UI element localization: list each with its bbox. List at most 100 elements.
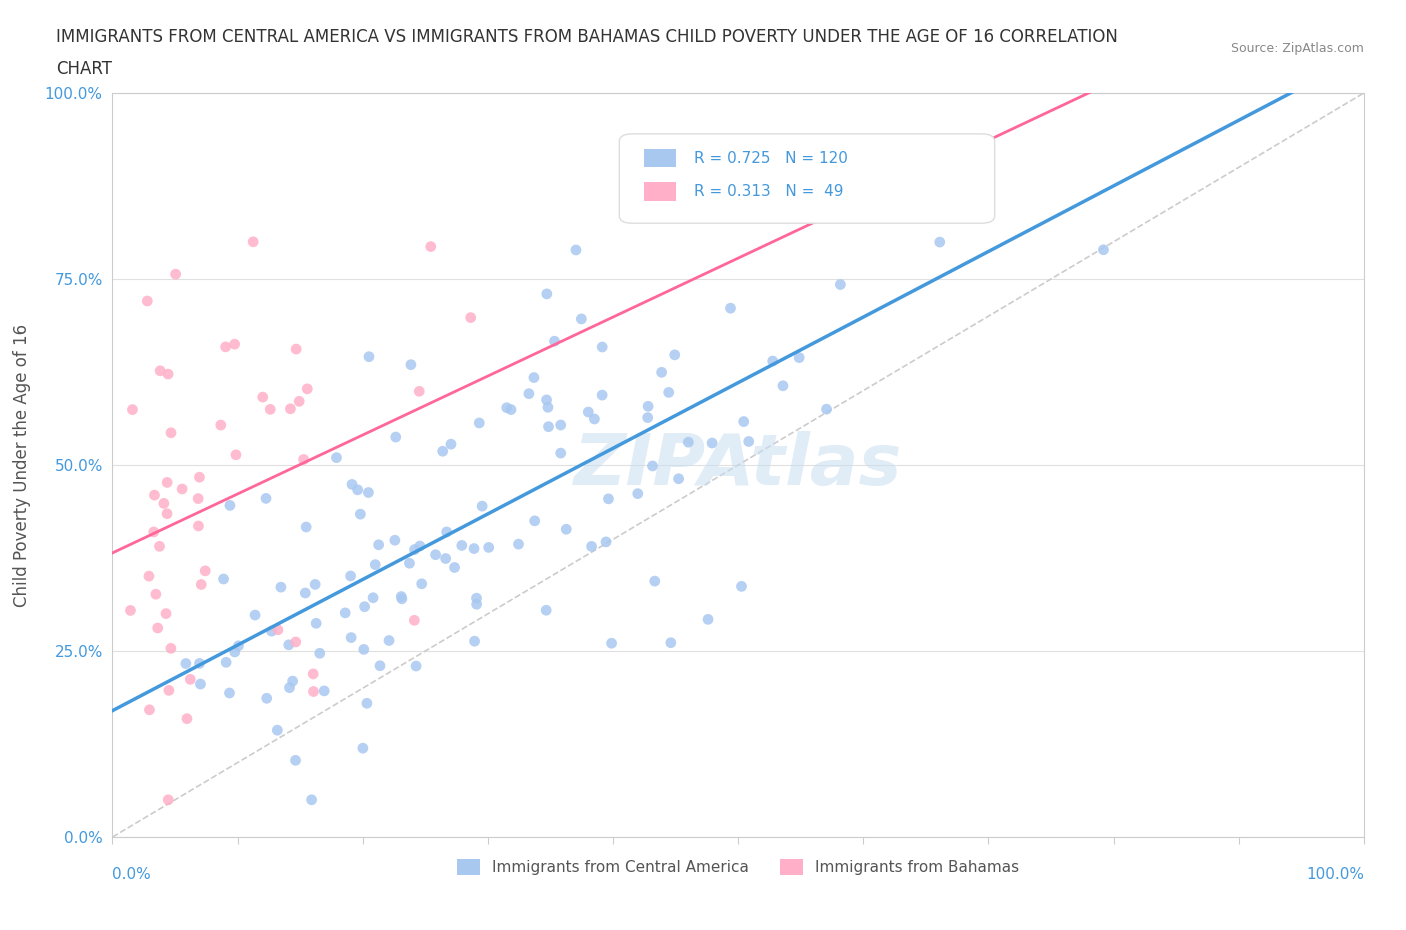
Point — [641, 458, 664, 473]
Point — [384, 533, 406, 548]
Legend: Immigrants from Central America, Immigrants from Bahamas: Immigrants from Central America, Immigra… — [451, 853, 1025, 882]
Point — [179, 671, 201, 686]
Point — [194, 564, 217, 578]
Text: 100.0%: 100.0% — [1306, 867, 1364, 882]
Point — [478, 540, 501, 555]
Point — [224, 644, 246, 659]
Point — [856, 168, 879, 183]
Point — [353, 599, 375, 614]
Point — [188, 470, 211, 485]
Point — [738, 434, 761, 449]
Point — [517, 386, 540, 401]
Y-axis label: Child Poverty Under the Age of 16: Child Poverty Under the Age of 16 — [13, 324, 31, 606]
Point — [408, 384, 430, 399]
Point — [720, 300, 742, 315]
Point — [536, 286, 558, 301]
Point — [157, 366, 180, 381]
Point — [378, 633, 401, 648]
Point — [225, 447, 247, 462]
Point — [340, 631, 363, 645]
Point — [440, 437, 463, 452]
Point — [153, 496, 176, 511]
Text: IMMIGRANTS FROM CENTRAL AMERICA VS IMMIGRANTS FROM BAHAMAS CHILD POVERTY UNDER T: IMMIGRANTS FROM CENTRAL AMERICA VS IMMIG… — [56, 28, 1118, 46]
Point — [165, 267, 187, 282]
Point — [361, 591, 384, 605]
Point — [1092, 243, 1115, 258]
Point — [600, 636, 623, 651]
Point — [252, 390, 274, 405]
Point — [256, 691, 278, 706]
Point — [664, 348, 686, 363]
Point — [215, 655, 238, 670]
Point — [353, 642, 375, 657]
Point — [172, 482, 194, 497]
Point — [678, 434, 700, 449]
Point — [259, 402, 281, 417]
Point — [787, 351, 810, 365]
Point — [598, 491, 620, 506]
Point — [212, 572, 235, 587]
Point — [209, 418, 232, 432]
Point — [534, 603, 557, 618]
Point — [411, 577, 433, 591]
Point — [254, 491, 277, 506]
Point — [404, 613, 426, 628]
Point — [288, 394, 311, 409]
Point — [384, 430, 406, 445]
Point — [349, 507, 371, 522]
Point — [658, 385, 681, 400]
Point — [285, 341, 308, 356]
Point — [242, 234, 264, 249]
Point — [145, 587, 167, 602]
Point — [156, 475, 179, 490]
Text: 0.0%: 0.0% — [112, 867, 152, 882]
Point — [302, 684, 325, 699]
Text: R = 0.313   N =  49: R = 0.313 N = 49 — [695, 184, 844, 199]
Point — [325, 450, 347, 465]
Point — [120, 603, 142, 618]
Point — [419, 239, 441, 254]
Point — [730, 578, 752, 593]
Point — [155, 606, 177, 621]
Point — [928, 234, 950, 249]
Point — [143, 487, 166, 502]
Point — [314, 684, 336, 698]
Point — [471, 498, 494, 513]
Point — [367, 538, 389, 552]
Point — [340, 477, 363, 492]
Text: Source: ZipAtlas.com: Source: ZipAtlas.com — [1230, 42, 1364, 55]
Point — [405, 658, 427, 673]
Point — [188, 656, 211, 671]
Point — [146, 620, 169, 635]
Point — [627, 486, 650, 501]
Point — [142, 525, 165, 539]
Point — [294, 586, 316, 601]
Point — [443, 560, 465, 575]
Point — [292, 452, 315, 467]
Point — [733, 414, 755, 429]
Point — [346, 483, 368, 498]
Point — [576, 405, 599, 419]
Point — [569, 312, 592, 326]
Point — [339, 568, 361, 583]
Point — [591, 388, 613, 403]
Point — [260, 624, 283, 639]
Point — [357, 485, 380, 500]
Point — [304, 577, 326, 591]
Point — [136, 294, 159, 309]
Point — [762, 353, 785, 368]
Point — [537, 419, 560, 434]
Point — [356, 696, 378, 711]
Point — [280, 402, 302, 417]
Point — [295, 520, 318, 535]
Point — [523, 370, 546, 385]
Point — [637, 410, 659, 425]
Point — [550, 445, 572, 460]
Point — [190, 677, 212, 692]
Point — [219, 498, 242, 512]
Point — [148, 538, 170, 553]
Point — [436, 525, 458, 539]
Point — [160, 425, 183, 440]
Point — [463, 541, 485, 556]
Point — [499, 402, 522, 417]
